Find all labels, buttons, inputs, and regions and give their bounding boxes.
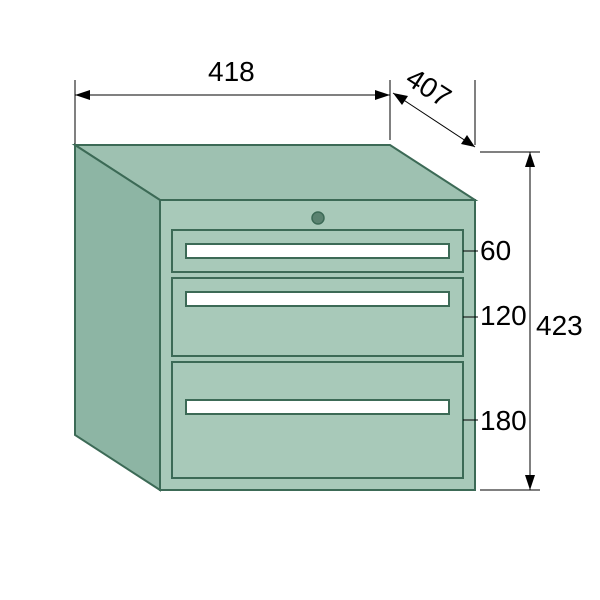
cabinet-body xyxy=(75,145,478,490)
drawer1-label: 60 xyxy=(480,235,511,267)
drawer2-label: 120 xyxy=(480,300,527,332)
drawer-2 xyxy=(172,278,463,356)
drawer3-label: 180 xyxy=(480,405,527,437)
dimension-width xyxy=(75,80,390,145)
handle-icon xyxy=(186,292,449,306)
lock-icon xyxy=(312,212,324,224)
drawer-3 xyxy=(172,362,463,478)
height-label: 423 xyxy=(536,310,583,342)
handle-icon xyxy=(186,400,449,414)
handle-icon xyxy=(186,244,449,258)
drawer-1 xyxy=(172,230,463,272)
width-label: 418 xyxy=(208,56,255,88)
